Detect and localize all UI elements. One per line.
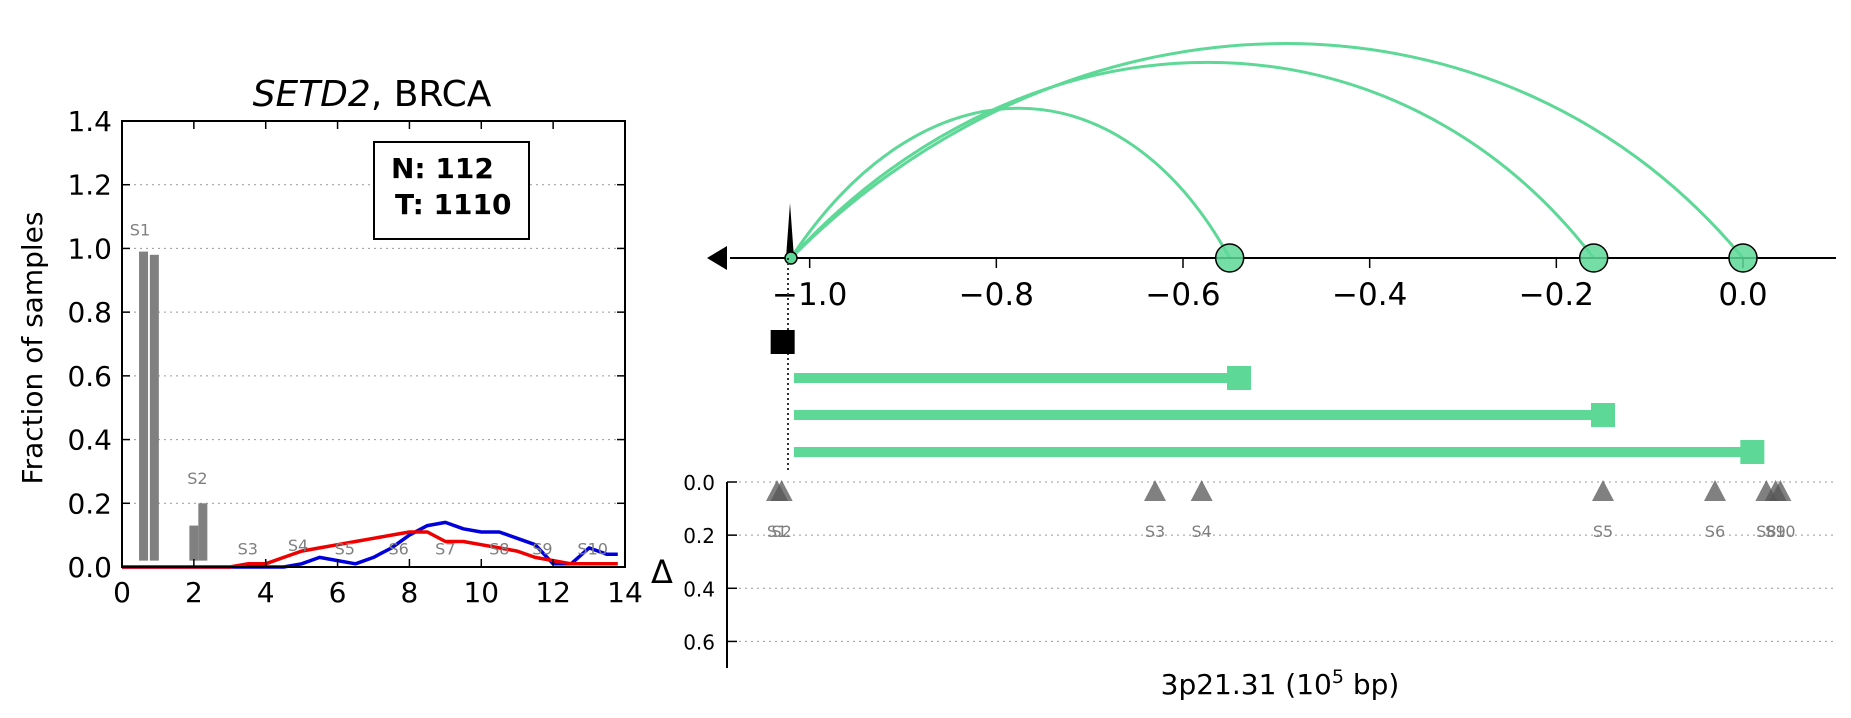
left-bar <box>149 254 159 561</box>
scatter-triangle <box>1144 480 1166 501</box>
y-axis-label: Fraction of samples <box>16 212 49 485</box>
arc-x-tick-label: −0.8 <box>959 277 1034 313</box>
scatter-y-tick-label: 0.4 <box>683 577 715 601</box>
left-annotation-label: S9 <box>532 539 552 558</box>
left-annotation-label: S2 <box>187 469 207 488</box>
scatter-y-label: Δ <box>651 553 673 591</box>
left-x-tick-label: 2 <box>185 576 203 609</box>
arc-curve <box>789 61 1595 260</box>
scatter-point-label: S6 <box>1705 522 1725 541</box>
left-annotations: S1 S2 S3 S4 S5 S6 S7 S8 S9 S10 <box>130 221 608 559</box>
scatter-point-label: S9 <box>1765 522 1785 541</box>
arc-end-circles <box>784 243 1758 273</box>
stats-t: T: 1110 <box>395 188 512 221</box>
scatter-point-label: S2 <box>771 522 791 541</box>
scatter-y-tick-label: 0.6 <box>683 630 715 654</box>
left-annotation-label: S3 <box>238 539 258 558</box>
arc-end-circle <box>1578 243 1609 273</box>
arc-end-circle <box>1728 243 1758 273</box>
scatter-point-label: S10 <box>1765 522 1796 541</box>
scatter-point-label: S5 <box>1593 522 1613 541</box>
left-annotation-label: S6 <box>388 539 408 558</box>
black-square-marker <box>770 330 795 354</box>
left-bar <box>198 503 208 561</box>
left-chart: SETD2, BRCA Fraction of samples S1 S2 S3 S4… <box>16 74 643 609</box>
arc-x-tick-label: −1.0 <box>772 277 847 313</box>
scatter-triangle <box>1592 480 1614 501</box>
segment-end-square <box>1740 440 1765 464</box>
left-y-tick-label: 0.2 <box>67 487 112 520</box>
left-x-tick-label: 10 <box>463 576 499 609</box>
arc-x-tick-label: 0.0 <box>1718 277 1767 313</box>
scatter-x-label: 3p21.31 (105 bp) <box>1161 666 1400 701</box>
left-y-tick-label: 0.8 <box>67 296 112 329</box>
scatter-y-tick-label: 0.0 <box>683 471 715 495</box>
arc-x-ticks: −1.0 −0.8 −0.6 −0.4 −0.2 0.0 <box>772 258 1768 313</box>
origin-spike <box>786 203 794 258</box>
left-y-ticks: 0.0 0.2 0.4 0.6 0.8 1.0 1.2 1.4 <box>67 105 625 584</box>
left-bar <box>139 251 149 561</box>
segment-end-square <box>1591 403 1615 427</box>
left-annotation-label: S8 <box>489 539 509 558</box>
chart-title: SETD2, BRCA <box>253 74 492 115</box>
left-x-tick-label: 0 <box>113 576 131 609</box>
left-x-tick-label: 4 <box>257 576 275 609</box>
left-annotation-label: S7 <box>435 539 455 558</box>
left-x-tick-label: 14 <box>607 576 643 609</box>
scatter-triangle <box>1704 480 1726 501</box>
scatter-point-label: S1 <box>767 522 787 541</box>
left-x-tick-label: 12 <box>535 576 571 609</box>
left-annotation-label: S10 <box>577 539 608 558</box>
scatter-triangle <box>770 480 793 501</box>
scatter-triangle <box>1190 480 1213 501</box>
arc-curve <box>789 42 1745 260</box>
scatter-point-label: S8 <box>1756 522 1776 541</box>
left-annotation-label: S5 <box>335 539 355 558</box>
left-y-tick-label: 1.4 <box>67 105 112 138</box>
left-plot-frame <box>121 120 626 568</box>
scatter-gridlines <box>727 481 1836 642</box>
scatter-y-tick-label: 0.2 <box>683 524 715 548</box>
left-y-tick-label: 1.0 <box>67 232 112 265</box>
scatter-y-ticks: 0.0 0.2 0.4 0.6 <box>683 471 737 654</box>
left-y-tick-label: 0.6 <box>67 360 112 393</box>
stats-n: N: 112 <box>391 152 494 185</box>
left-x-ticks: 0 2 4 6 8 10 12 14 <box>113 121 643 609</box>
segment-end-square <box>1227 366 1251 390</box>
arcs <box>789 42 1745 260</box>
stats-box: N: 112 T: 1110 <box>373 141 530 240</box>
left-annotation-label: S1 <box>130 221 150 240</box>
arc-curve <box>789 106 1231 259</box>
left-y-tick-label: 0.4 <box>67 424 112 457</box>
arc-diagram: −1.0 −0.8 −0.6 −0.4 −0.2 0.0 <box>707 42 1836 470</box>
scatter-point-label: S3 <box>1145 522 1165 541</box>
left-y-tick-label: 1.2 <box>67 169 112 202</box>
arc-x-tick-label: −0.2 <box>1519 277 1594 313</box>
left-bars <box>139 251 208 561</box>
segments <box>770 330 1765 464</box>
arc-x-tick-label: −0.4 <box>1332 277 1407 313</box>
arc-origin-circle <box>784 251 798 265</box>
left-bar <box>189 525 199 561</box>
arc-axis-arrow <box>707 246 727 270</box>
left-x-tick-label: 8 <box>401 576 419 609</box>
left-y-tick-label: 0.0 <box>67 551 112 584</box>
scatter-triangle <box>1769 480 1792 501</box>
left-x-tick-label: 6 <box>329 576 347 609</box>
arc-end-circle <box>1214 243 1245 273</box>
arc-x-tick-label: −0.6 <box>1145 277 1220 313</box>
scatter-point-label: S4 <box>1191 522 1211 541</box>
left-annotation-label: S4 <box>288 536 308 555</box>
